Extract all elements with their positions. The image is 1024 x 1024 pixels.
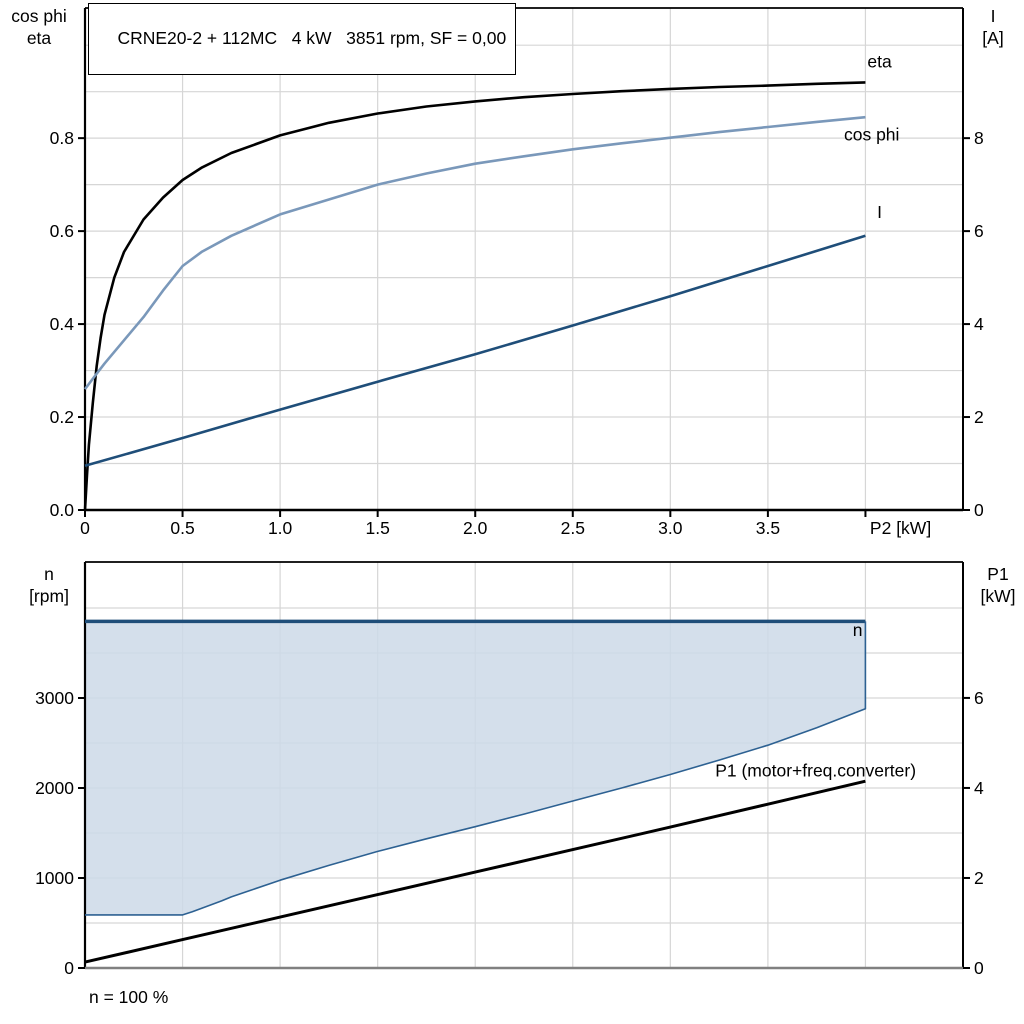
axis-title-current: I [990, 6, 996, 26]
curve-label-i: I [877, 202, 882, 222]
axis-title-cos-phi: cos phi [11, 6, 67, 26]
x-tick-label: 1.0 [268, 518, 293, 538]
speed-range-fill [85, 621, 866, 915]
y-right-tick-label: 0 [974, 958, 984, 978]
bottom-left-axis-title: n [rpm] [10, 563, 88, 607]
speed-percentage-note: n = 100 % [89, 987, 169, 1007]
y-right-tick-label: 2 [974, 407, 984, 427]
x-tick-label: 3.0 [658, 518, 683, 538]
x-tick-label: 0 [80, 518, 90, 538]
axis-title-eta: eta [26, 28, 52, 48]
curve-label-eta: eta [867, 51, 892, 71]
x-tick-label: 0.5 [170, 518, 194, 538]
x-tick-label: 2.5 [561, 518, 585, 538]
x-tick-label: 2.0 [463, 518, 488, 538]
curve-eta [83, 81, 866, 511]
x-tick-label: 3.5 [756, 518, 780, 538]
y-right-tick-label: 8 [974, 128, 984, 148]
bottom-right-axis-title: P1 [kW] [973, 563, 1023, 607]
y-left-tick-label: 0.2 [50, 407, 74, 427]
axis-title-p1-unit: [kW] [980, 586, 1016, 606]
curve-label-n: n [853, 620, 863, 640]
y-right-tick-label: 2 [974, 868, 984, 888]
curve-n-min [85, 621, 867, 916]
y-left-tick-label: 0.8 [50, 128, 74, 148]
axis-title-speed: n [44, 564, 54, 584]
y-left-tick-label: 0.4 [50, 314, 75, 334]
y-left-tick-label: 3000 [35, 688, 74, 708]
axis-title-speed-unit: [rpm] [29, 586, 69, 606]
curve-cos-phi [83, 115, 866, 390]
curve-p1-motor-freq-converter- [84, 779, 866, 964]
curve-label-p1-motor-freq-converter-: P1 (motor+freq.converter) [715, 760, 916, 780]
chart-title: CRNE20-2 + 112MC 4 kW 3851 rpm, SF = 0,0… [117, 28, 507, 48]
chart-title-box: CRNE20-2 + 112MC 4 kW 3851 rpm, SF = 0,0… [88, 3, 517, 75]
y-right-tick-label: 4 [974, 778, 984, 798]
x-tick-label: 1.5 [366, 518, 390, 538]
y-left-tick-label: 0.0 [50, 500, 75, 520]
top-left-axis-title: cos phi eta [0, 5, 78, 49]
y-left-tick-label: 1000 [35, 868, 74, 888]
x-axis-title: P2 [kW] [870, 518, 931, 538]
curve-label-cos-phi: cos phi [844, 124, 899, 144]
y-right-tick-label: 0 [974, 500, 984, 520]
top-right-axis-title: I [A] [964, 5, 1022, 49]
axis-title-current-unit: [A] [982, 28, 1004, 48]
y-right-tick-label: 6 [974, 688, 984, 708]
y-right-tick-label: 4 [974, 314, 984, 334]
axis-title-p1: P1 [987, 564, 1009, 584]
y-left-tick-label: 0.6 [50, 221, 74, 241]
y-left-tick-label: 2000 [35, 778, 74, 798]
curve-i [84, 234, 866, 468]
y-right-tick-label: 6 [974, 221, 984, 241]
y-left-tick-label: 0 [64, 958, 74, 978]
